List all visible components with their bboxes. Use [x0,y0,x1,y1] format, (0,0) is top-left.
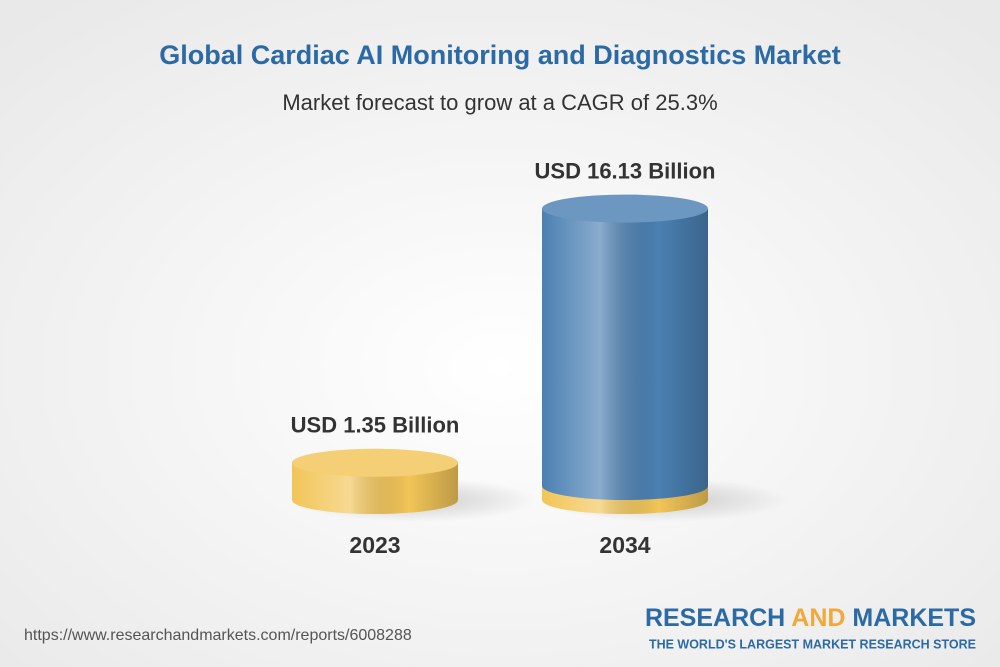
x-tick-label: 2023 [349,532,400,558]
brand-part: AND [791,604,845,632]
brand-logo: RESEARCH AND MARKETS [645,604,976,632]
chart-subtitle: Market forecast to grow at a CAGR of 25.… [282,90,717,115]
chart-title: Global Cardiac AI Monitoring and Diagnos… [159,40,841,70]
value-label: USD 16.13 Billion [535,158,716,183]
bar-shine [542,208,708,500]
bar-top [542,194,708,223]
source-url: https://www.researchandmarkets.com/repor… [24,627,412,644]
bar-top [292,448,458,477]
bar-top-light [292,448,458,477]
value-label: USD 1.35 Billion [291,413,460,438]
brand-part: MARKETS [852,604,976,632]
plot: USD 1.35 Billion 2023 USD 16.13 Billion 203… [291,158,788,558]
x-tick-label: 2034 [599,532,650,558]
brand-tagline: THE WORLD'S LARGEST MARKET RESEARCH STOR… [649,637,976,651]
brand-part: RESEARCH [645,604,785,632]
bar-top-light [542,194,708,223]
